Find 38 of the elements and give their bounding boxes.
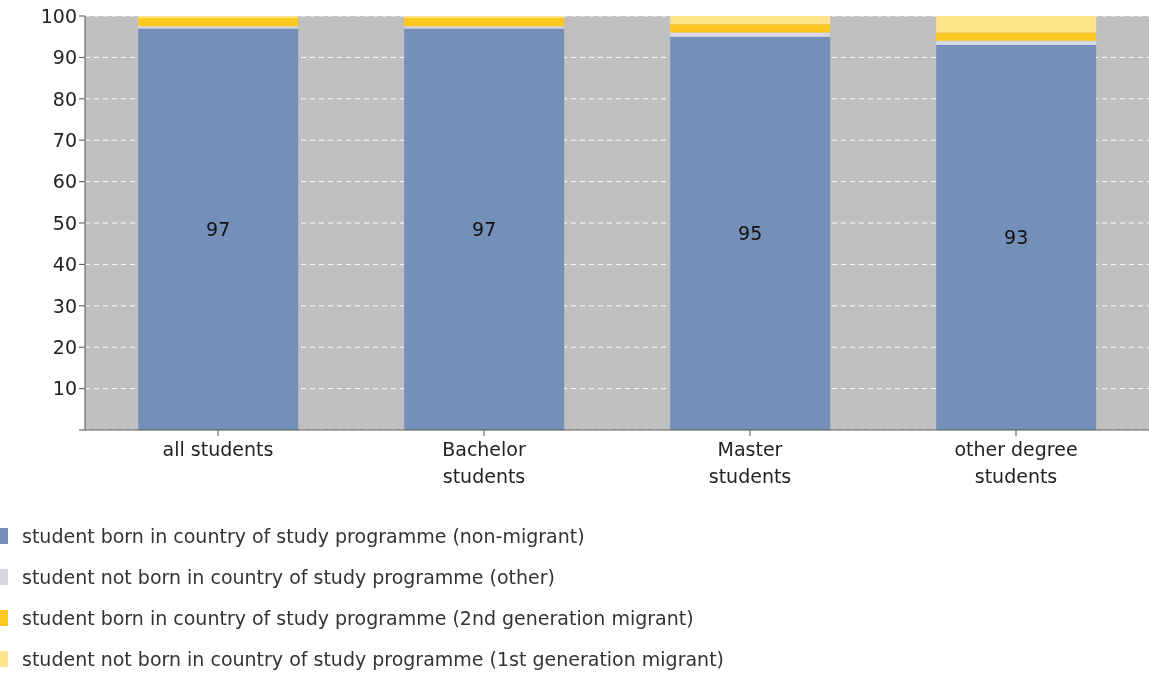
legend-label: student not born in country of study programme (other): [22, 565, 556, 588]
bar: [670, 24, 831, 33]
y-tick-label: 80: [52, 87, 77, 110]
bar: [936, 44, 1097, 430]
bar: [936, 32, 1097, 41]
data-label: 97: [472, 218, 497, 241]
y-tick-label: 100: [40, 4, 77, 27]
x-tick-label: all students: [162, 438, 274, 460]
bar: [404, 26, 565, 29]
bar: [670, 32, 831, 37]
y-tick-label: 30: [52, 294, 77, 317]
bar: [138, 18, 299, 27]
bar: [138, 28, 299, 430]
data-label: 95: [738, 222, 763, 245]
y-tick-label: 50: [52, 211, 77, 234]
data-label: 97: [206, 218, 231, 241]
legend-label: student not born in country of study programme (1st generation migrant): [22, 647, 725, 670]
bar: [138, 26, 299, 29]
bar: [670, 36, 831, 430]
x-tick-label: Bachelor students: [442, 438, 526, 487]
y-tick-label: 10: [52, 377, 77, 400]
legend-label: student born in country of study programme (2nd generation migrant): [22, 606, 694, 629]
bar: [936, 40, 1097, 45]
bar: [404, 28, 565, 430]
x-tick-label: Master students: [708, 438, 792, 487]
bar: [138, 16, 299, 19]
y-tick-label: 90: [52, 46, 77, 69]
legend-label: student born in country of study programme (non-migrant): [22, 524, 585, 547]
y-tick-label: 20: [52, 335, 77, 358]
y-tick-label: 70: [52, 128, 77, 151]
y-tick-label: 40: [52, 253, 77, 276]
bar: [936, 16, 1097, 33]
data-label: 93: [1004, 226, 1029, 249]
y-tick-label: 60: [52, 170, 77, 193]
bar: [404, 16, 565, 19]
x-tick-label: other degree students: [954, 438, 1078, 487]
bar: [404, 18, 565, 27]
bar: [670, 16, 831, 25]
